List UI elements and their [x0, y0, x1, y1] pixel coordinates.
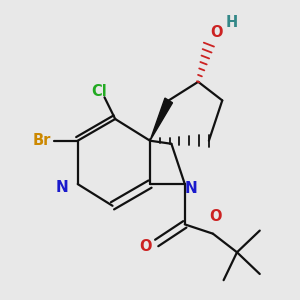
- Text: N: N: [185, 181, 198, 196]
- Text: Cl: Cl: [91, 84, 107, 99]
- Text: O: O: [209, 209, 222, 224]
- Text: N: N: [55, 180, 68, 195]
- Text: O: O: [211, 25, 223, 40]
- Text: H: H: [226, 15, 238, 30]
- Text: Br: Br: [32, 133, 51, 148]
- Polygon shape: [150, 98, 172, 141]
- Text: O: O: [140, 238, 152, 253]
